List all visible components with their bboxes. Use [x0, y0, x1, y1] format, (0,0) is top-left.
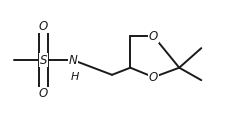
Text: O: O: [149, 30, 158, 43]
Text: O: O: [39, 87, 48, 100]
Text: H: H: [71, 72, 79, 82]
Text: O: O: [149, 71, 158, 84]
Text: O: O: [39, 20, 48, 33]
Text: S: S: [40, 54, 47, 66]
Text: N: N: [68, 54, 77, 66]
